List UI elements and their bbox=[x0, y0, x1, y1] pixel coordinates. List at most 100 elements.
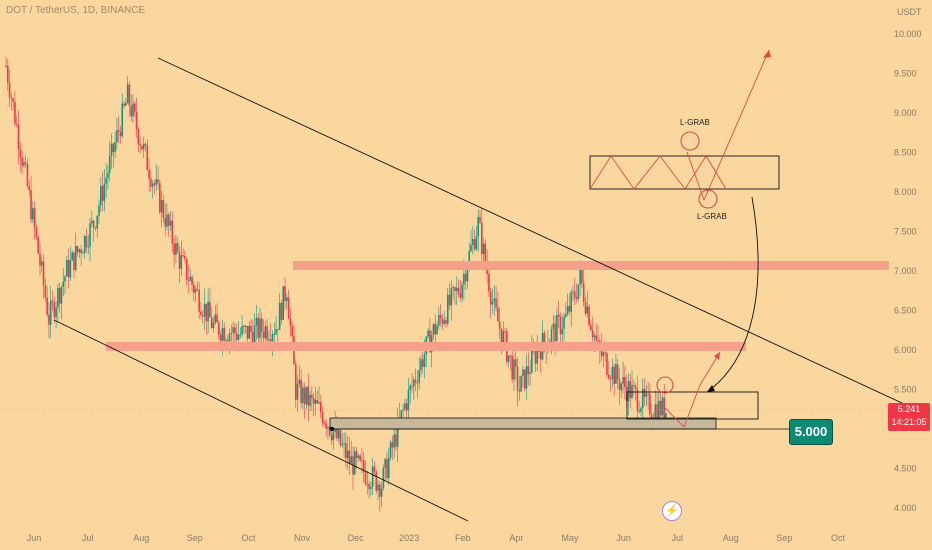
candle-body bbox=[590, 325, 592, 331]
candle-body bbox=[445, 320, 447, 324]
candle-body bbox=[443, 320, 446, 324]
target-level-badge: 5.000 bbox=[789, 419, 833, 445]
candle-body bbox=[466, 268, 469, 282]
price-tick-label: 6.500 bbox=[894, 306, 917, 316]
candle-body bbox=[480, 222, 483, 254]
candle-body bbox=[218, 322, 220, 335]
candle-body bbox=[581, 269, 583, 284]
candle-body bbox=[368, 483, 370, 489]
candle-body bbox=[468, 250, 471, 269]
candle-body bbox=[85, 235, 88, 248]
projection-box bbox=[589, 155, 780, 190]
lightning-icon[interactable]: ⚡ bbox=[662, 501, 682, 521]
candle-body bbox=[434, 324, 437, 335]
candle-body bbox=[87, 246, 90, 248]
candle-body bbox=[309, 394, 311, 406]
candle-body bbox=[223, 328, 226, 341]
candle-body bbox=[17, 124, 20, 150]
candle-body bbox=[230, 332, 233, 334]
candle-body bbox=[105, 178, 107, 184]
candle-body bbox=[391, 442, 394, 448]
candle-body bbox=[55, 307, 57, 318]
candle-body bbox=[126, 84, 129, 104]
candle-body bbox=[14, 101, 16, 124]
candle-body bbox=[636, 389, 639, 411]
candle-body bbox=[278, 302, 281, 330]
candle-body bbox=[618, 379, 621, 391]
price-tick-label: 5.500 bbox=[894, 385, 917, 395]
candle-body bbox=[439, 314, 442, 319]
candle-body bbox=[457, 287, 460, 294]
candle-body bbox=[101, 185, 104, 201]
candle-body bbox=[436, 325, 438, 335]
candle-body bbox=[15, 123, 18, 125]
candle-body bbox=[116, 130, 118, 143]
target-arrow-line bbox=[686, 49, 770, 202]
candle-body bbox=[60, 286, 63, 304]
candle-body bbox=[193, 284, 195, 293]
curved-arrow bbox=[706, 196, 759, 393]
candle-body bbox=[212, 322, 215, 329]
candle-body bbox=[200, 311, 202, 316]
candle-body bbox=[49, 300, 52, 325]
candle-body bbox=[575, 297, 578, 299]
candle-body bbox=[557, 314, 560, 317]
candle-body bbox=[169, 220, 172, 226]
grab-circle-bottom bbox=[698, 189, 718, 209]
candle-body bbox=[178, 252, 181, 269]
candle-body bbox=[282, 286, 285, 320]
candle-body bbox=[96, 215, 99, 229]
candle-body bbox=[137, 129, 140, 145]
candle-body bbox=[475, 236, 478, 250]
candle-body bbox=[71, 252, 73, 261]
candle-body bbox=[150, 178, 152, 187]
candle-body bbox=[502, 331, 505, 345]
candle-body bbox=[597, 340, 599, 342]
candle-body bbox=[284, 286, 286, 301]
candle-body bbox=[493, 298, 496, 302]
candle-body bbox=[153, 183, 156, 185]
candle-body bbox=[638, 410, 640, 412]
candle-body bbox=[611, 366, 614, 380]
candle-body bbox=[260, 318, 263, 332]
candle-body bbox=[162, 200, 165, 218]
candle-body bbox=[103, 183, 106, 201]
price-tick-label: 7.000 bbox=[894, 266, 917, 276]
candle-body bbox=[534, 351, 537, 364]
candle-body bbox=[119, 132, 122, 137]
candle-body bbox=[429, 330, 431, 353]
price-axis[interactable]: 10.000 9.500 9.000 8.500 8.000 7.500 7.000 6.50… bbox=[894, 29, 922, 513]
candle-body bbox=[176, 243, 179, 253]
candle-body bbox=[123, 103, 125, 106]
candle-body bbox=[94, 227, 97, 229]
candle-body bbox=[405, 403, 408, 411]
candle-body bbox=[427, 330, 429, 337]
candle-body bbox=[62, 281, 65, 287]
candle-body bbox=[241, 326, 243, 335]
candle-body bbox=[464, 273, 467, 282]
time-axis[interactable]: Jun Jul Aug Sep Oct Nov Dec 2023 Feb Apr May Jun Jul… bbox=[27, 533, 846, 543]
candle-body bbox=[609, 378, 612, 380]
candle-body bbox=[409, 385, 412, 391]
candle-body bbox=[362, 460, 365, 472]
candle-body bbox=[361, 460, 363, 462]
candle-body bbox=[316, 399, 319, 404]
candle-body bbox=[600, 348, 603, 357]
candle-body bbox=[647, 393, 649, 395]
candle-body bbox=[232, 327, 234, 333]
candle-body bbox=[579, 269, 581, 285]
symbol-title[interactable]: DOT / TetherUS, 1D, BINANCE bbox=[6, 5, 146, 16]
candle-body bbox=[525, 366, 528, 389]
candle-body bbox=[404, 403, 406, 410]
candle-body bbox=[337, 430, 340, 439]
candle-body bbox=[239, 334, 242, 336]
candle-body bbox=[298, 379, 301, 384]
candle-body bbox=[522, 369, 524, 376]
candle-body bbox=[507, 355, 510, 362]
candle-body bbox=[423, 353, 426, 367]
candle-body bbox=[586, 306, 589, 314]
candle-body bbox=[366, 483, 369, 485]
candle-body bbox=[73, 252, 75, 270]
candle-body bbox=[588, 306, 590, 326]
